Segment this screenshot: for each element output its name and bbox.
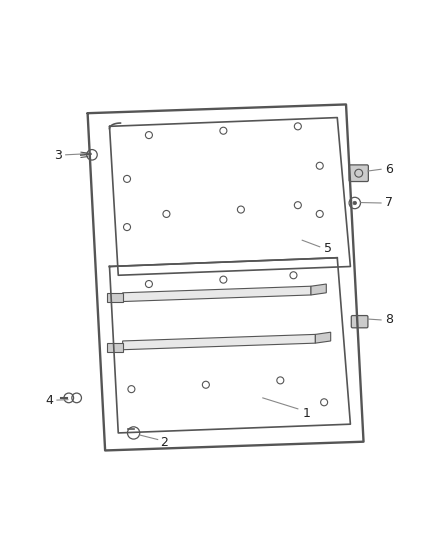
Text: 4: 4	[45, 394, 53, 407]
FancyBboxPatch shape	[349, 165, 368, 182]
Text: 8: 8	[385, 313, 393, 326]
Polygon shape	[315, 332, 331, 343]
FancyBboxPatch shape	[351, 316, 368, 328]
Text: 6: 6	[385, 163, 393, 176]
Text: 5: 5	[324, 243, 332, 255]
Text: 3: 3	[54, 149, 62, 162]
Polygon shape	[123, 286, 311, 302]
Polygon shape	[107, 293, 123, 302]
Polygon shape	[107, 343, 123, 352]
Text: 7: 7	[385, 197, 393, 209]
Circle shape	[353, 201, 357, 205]
Text: 1: 1	[303, 407, 311, 419]
Polygon shape	[123, 334, 315, 350]
Polygon shape	[311, 284, 326, 295]
Text: 2: 2	[160, 436, 168, 449]
